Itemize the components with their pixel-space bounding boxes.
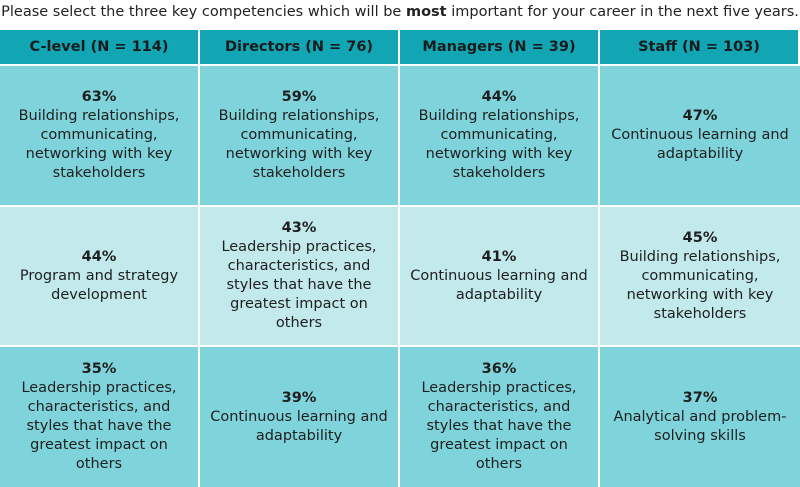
cell-competency-label: Building relationships, communicating, n…	[18, 108, 180, 181]
cell-percentage: 47%	[682, 108, 718, 124]
title-text-before: Please select the three key competencies…	[1, 4, 406, 20]
column-header-staff: Staff (N = 103)	[600, 30, 800, 66]
title-text-after: important for your career in the next fi…	[446, 4, 799, 20]
cell-percentage: 39%	[281, 389, 317, 406]
title-emphasis: most	[405, 4, 447, 20]
cell-percentage: 35%	[81, 361, 117, 377]
cell-competency-label: Analytical and problem- solving skills	[613, 408, 787, 444]
cell-percentage: 44%	[481, 89, 517, 105]
cell-percentage: 44%	[81, 248, 117, 265]
column-header-c-level: C-level (N = 114)	[0, 30, 200, 66]
table-cell: 59% Building relationships, communicating…	[200, 66, 400, 207]
table-cell: 47% Continuous learning and adaptability	[600, 66, 800, 207]
cell-competency-label: Continuous learning and adaptability	[611, 127, 789, 162]
cell-percentage: 63%	[81, 89, 117, 105]
table-cell: 43% Leadership practices, characteristics…	[200, 207, 400, 347]
cell-competency-label: Building relationships, communicating, n…	[418, 108, 580, 181]
cell-percentage: 41%	[481, 248, 517, 265]
chart-title: Please select the three key competencies…	[0, 0, 800, 30]
table-cell: 35% Leadership practices, characteristics…	[0, 347, 200, 487]
cell-competency-label: Program and strategy development	[19, 267, 179, 303]
table-cell: 44% Building relationships, communicating…	[400, 66, 600, 207]
competency-table: C-level (N = 114) Directors (N = 76) Man…	[0, 30, 800, 487]
cell-competency-label: Building relationships, communicating, n…	[619, 248, 781, 322]
column-header-managers: Managers (N = 39)	[400, 30, 600, 66]
table-cell: 41% Continuous learning and adaptability	[400, 207, 600, 347]
cell-competency-label: Leadership practices, characteristics, a…	[21, 380, 177, 472]
cell-competency-label: Continuous learning and adaptability	[210, 408, 388, 444]
cell-percentage: 43%	[281, 220, 317, 236]
cell-percentage: 36%	[481, 361, 517, 377]
column-header-directors: Directors (N = 76)	[200, 30, 400, 66]
table-cell: 36% Leadership practices, characteristics…	[400, 347, 600, 487]
table-cell: 63% Building relationships, communicating…	[0, 66, 200, 207]
table-cell: 39% Continuous learning and adaptability	[200, 347, 400, 487]
cell-percentage: 37%	[682, 389, 718, 406]
cell-percentage: 59%	[281, 89, 317, 105]
table-cell: 45% Building relationships, communicating…	[600, 207, 800, 347]
cell-percentage: 45%	[682, 229, 718, 246]
cell-competency-label: Building relationships, communicating, n…	[218, 108, 380, 181]
cell-competency-label: Continuous learning and adaptability	[410, 267, 588, 303]
cell-competency-label: Leadership practices, characteristics, a…	[421, 380, 577, 472]
table-cell: 44% Program and strategy development	[0, 207, 200, 347]
table-cell: 37% Analytical and problem- solving skill…	[600, 347, 800, 487]
cell-competency-label: Leadership practices, characteristics, a…	[221, 239, 377, 331]
